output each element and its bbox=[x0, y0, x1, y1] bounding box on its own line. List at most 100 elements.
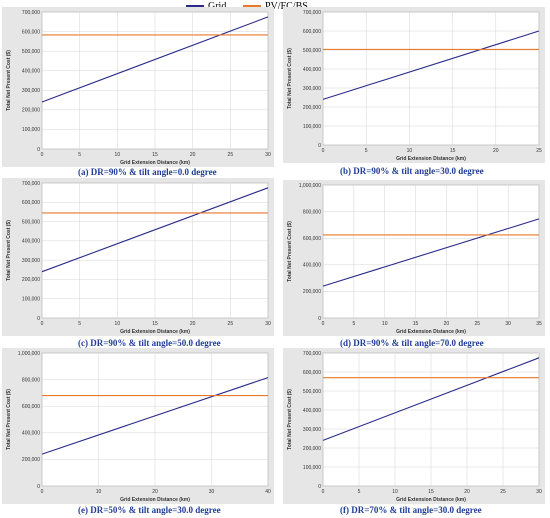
x-tick-label: 30 bbox=[505, 321, 511, 327]
x-tick-label: 35 bbox=[536, 321, 542, 327]
chart-svg-f: 0 5 10 15 20 25 30 0 100,000 200,000 300,000 400,00… bbox=[283, 348, 545, 504]
y-tick-label: 100,000 bbox=[22, 297, 40, 303]
legend-label-pvfcbs: PV/FC/BS bbox=[265, 0, 308, 12]
x-tick-label: 10 bbox=[96, 489, 102, 495]
grid-series-line bbox=[322, 30, 540, 100]
y-tick-label: 200,000 bbox=[22, 277, 40, 283]
y-tick-label: 100,000 bbox=[303, 124, 321, 130]
grid-series-line bbox=[41, 377, 269, 455]
y-tick-label: 500,000 bbox=[303, 48, 321, 54]
y-tick-label: 0 bbox=[37, 316, 40, 322]
legend-swatch-grid bbox=[186, 5, 204, 7]
x-tick-label: 20 bbox=[190, 321, 196, 327]
x-tick-label: 30 bbox=[536, 489, 542, 495]
y-tick-label: 400,000 bbox=[303, 408, 321, 414]
caption-a: (a) DR=90% & tilt angle=0.0 degree bbox=[78, 167, 217, 177]
y-tick-label: 400,000 bbox=[22, 239, 40, 245]
plot-area bbox=[322, 11, 540, 146]
chart-svg-e: 0 10 20 30 40 0 200,000 400,000 600,000 800,000 1,… bbox=[2, 348, 274, 504]
caption-f: (f) DR=70% & tilt angle=30.0 degree bbox=[340, 505, 482, 515]
x-tick-label: 10 bbox=[115, 152, 121, 158]
x-tick-label: 0 bbox=[322, 321, 325, 327]
x-tick-label: 5 bbox=[352, 321, 355, 327]
caption-b: (b) DR=90% & tilt angle=30.0 degree bbox=[340, 166, 484, 176]
y-tick-label: 500,000 bbox=[22, 49, 40, 55]
chart-panel-c: 0 5 10 15 20 25 30 0 100,000 200,000 300,000 400,00… bbox=[2, 178, 274, 336]
x-tick-label: 0 bbox=[322, 489, 325, 495]
chart-svg-a: 0 5 10 15 20 25 30 0 100,000 200,000 300,000 400,00… bbox=[2, 7, 274, 167]
x-tick-label: 5 bbox=[78, 152, 81, 158]
y-tick-label: 0 bbox=[37, 147, 40, 153]
y-tick-label: 1,000,000 bbox=[18, 351, 40, 357]
y-tick-label: 0 bbox=[318, 484, 321, 490]
x-tick-label: 30 bbox=[265, 321, 271, 327]
y-tick-label: 700,000 bbox=[303, 10, 321, 16]
y-axis-label: Total Net Present Cost ($) bbox=[287, 389, 293, 450]
caption-d: (d) DR=90% & tilt angle=70.0 degree bbox=[340, 338, 484, 348]
x-tick-label: 20 bbox=[464, 489, 470, 495]
x-tick-label: 30 bbox=[209, 489, 215, 495]
y-axis-label: Total Net Present Cost ($) bbox=[6, 220, 12, 281]
y-tick-label: 200,000 bbox=[303, 105, 321, 111]
grid-series-line bbox=[322, 218, 540, 287]
y-tick-label: 700,000 bbox=[22, 10, 40, 16]
y-tick-label: 400,000 bbox=[22, 69, 40, 75]
y-tick-label: 200,000 bbox=[303, 446, 321, 452]
y-tick-label: 100,000 bbox=[22, 127, 40, 133]
y-tick-label: 400,000 bbox=[22, 431, 40, 437]
plot-area bbox=[322, 184, 540, 319]
x-tick-label: 30 bbox=[265, 152, 271, 158]
x-axis-label: Grid Extension Distance (km) bbox=[120, 497, 190, 503]
y-tick-label: 1,000,000 bbox=[299, 183, 321, 189]
x-tick-label: 10 bbox=[382, 321, 388, 327]
y-tick-label: 800,000 bbox=[303, 209, 321, 215]
x-tick-label: 10 bbox=[407, 148, 413, 154]
x-tick-label: 25 bbox=[500, 489, 506, 495]
y-tick-label: 300,000 bbox=[22, 88, 40, 94]
x-tick-label: 20 bbox=[190, 152, 196, 158]
x-tick-label: 15 bbox=[152, 152, 158, 158]
y-tick-label: 0 bbox=[318, 143, 321, 149]
x-tick-label: 0 bbox=[322, 148, 325, 154]
x-tick-label: 20 bbox=[444, 321, 450, 327]
y-tick-label: 500,000 bbox=[303, 389, 321, 395]
chart-panel-f: 0 5 10 15 20 25 30 0 100,000 200,000 300,000 400,00… bbox=[283, 348, 545, 504]
y-tick-label: 500,000 bbox=[22, 219, 40, 225]
x-tick-label: 40 bbox=[265, 489, 271, 495]
x-tick-label: 5 bbox=[365, 148, 368, 154]
y-tick-label: 800,000 bbox=[22, 377, 40, 383]
x-tick-label: 20 bbox=[152, 489, 158, 495]
x-tick-label: 0 bbox=[41, 321, 44, 327]
x-tick-label: 15 bbox=[450, 148, 456, 154]
chart-svg-d: 0 5 10 15 20 25 30 35 0 200,000 400,000 600,000 800,… bbox=[283, 180, 545, 336]
chart-panel-e: 0 10 20 30 40 0 200,000 400,000 600,000 800,000 1,… bbox=[2, 348, 274, 504]
y-tick-label: 0 bbox=[37, 484, 40, 490]
chart-panel-a: 0 5 10 15 20 25 30 0 100,000 200,000 300,000 400,00… bbox=[2, 7, 274, 167]
y-tick-label: 100,000 bbox=[303, 465, 321, 471]
y-tick-label: 700,000 bbox=[303, 351, 321, 357]
grid-series-line bbox=[41, 16, 269, 103]
y-tick-label: 300,000 bbox=[22, 258, 40, 264]
grid-series-line bbox=[41, 187, 269, 273]
y-tick-label: 400,000 bbox=[303, 263, 321, 269]
x-tick-label: 10 bbox=[115, 321, 121, 327]
y-axis-label: Total Net Present Cost ($) bbox=[287, 48, 293, 109]
legend-item-grid: Grid bbox=[186, 0, 226, 12]
y-tick-label: 600,000 bbox=[22, 200, 40, 206]
y-tick-label: 0 bbox=[318, 316, 321, 322]
caption-e: (e) DR=50% & tilt angle=30.0 degree bbox=[78, 505, 221, 515]
x-axis-label: Grid Extension Distance (km) bbox=[396, 329, 466, 335]
y-tick-label: 200,000 bbox=[22, 108, 40, 114]
y-tick-label: 300,000 bbox=[303, 86, 321, 92]
y-tick-label: 200,000 bbox=[22, 457, 40, 463]
y-axis-label: Total Net Present Cost ($) bbox=[287, 221, 293, 282]
y-tick-label: 700,000 bbox=[22, 181, 40, 187]
x-tick-label: 15 bbox=[413, 321, 419, 327]
x-tick-label: 25 bbox=[228, 152, 234, 158]
x-axis-label: Grid Extension Distance (km) bbox=[396, 497, 466, 503]
x-tick-label: 20 bbox=[493, 148, 499, 154]
chart-svg-c: 0 5 10 15 20 25 30 0 100,000 200,000 300,000 400,00… bbox=[2, 178, 274, 336]
x-tick-label: 0 bbox=[41, 489, 44, 495]
legend-label-grid: Grid bbox=[208, 0, 227, 12]
x-tick-label: 5 bbox=[358, 489, 361, 495]
